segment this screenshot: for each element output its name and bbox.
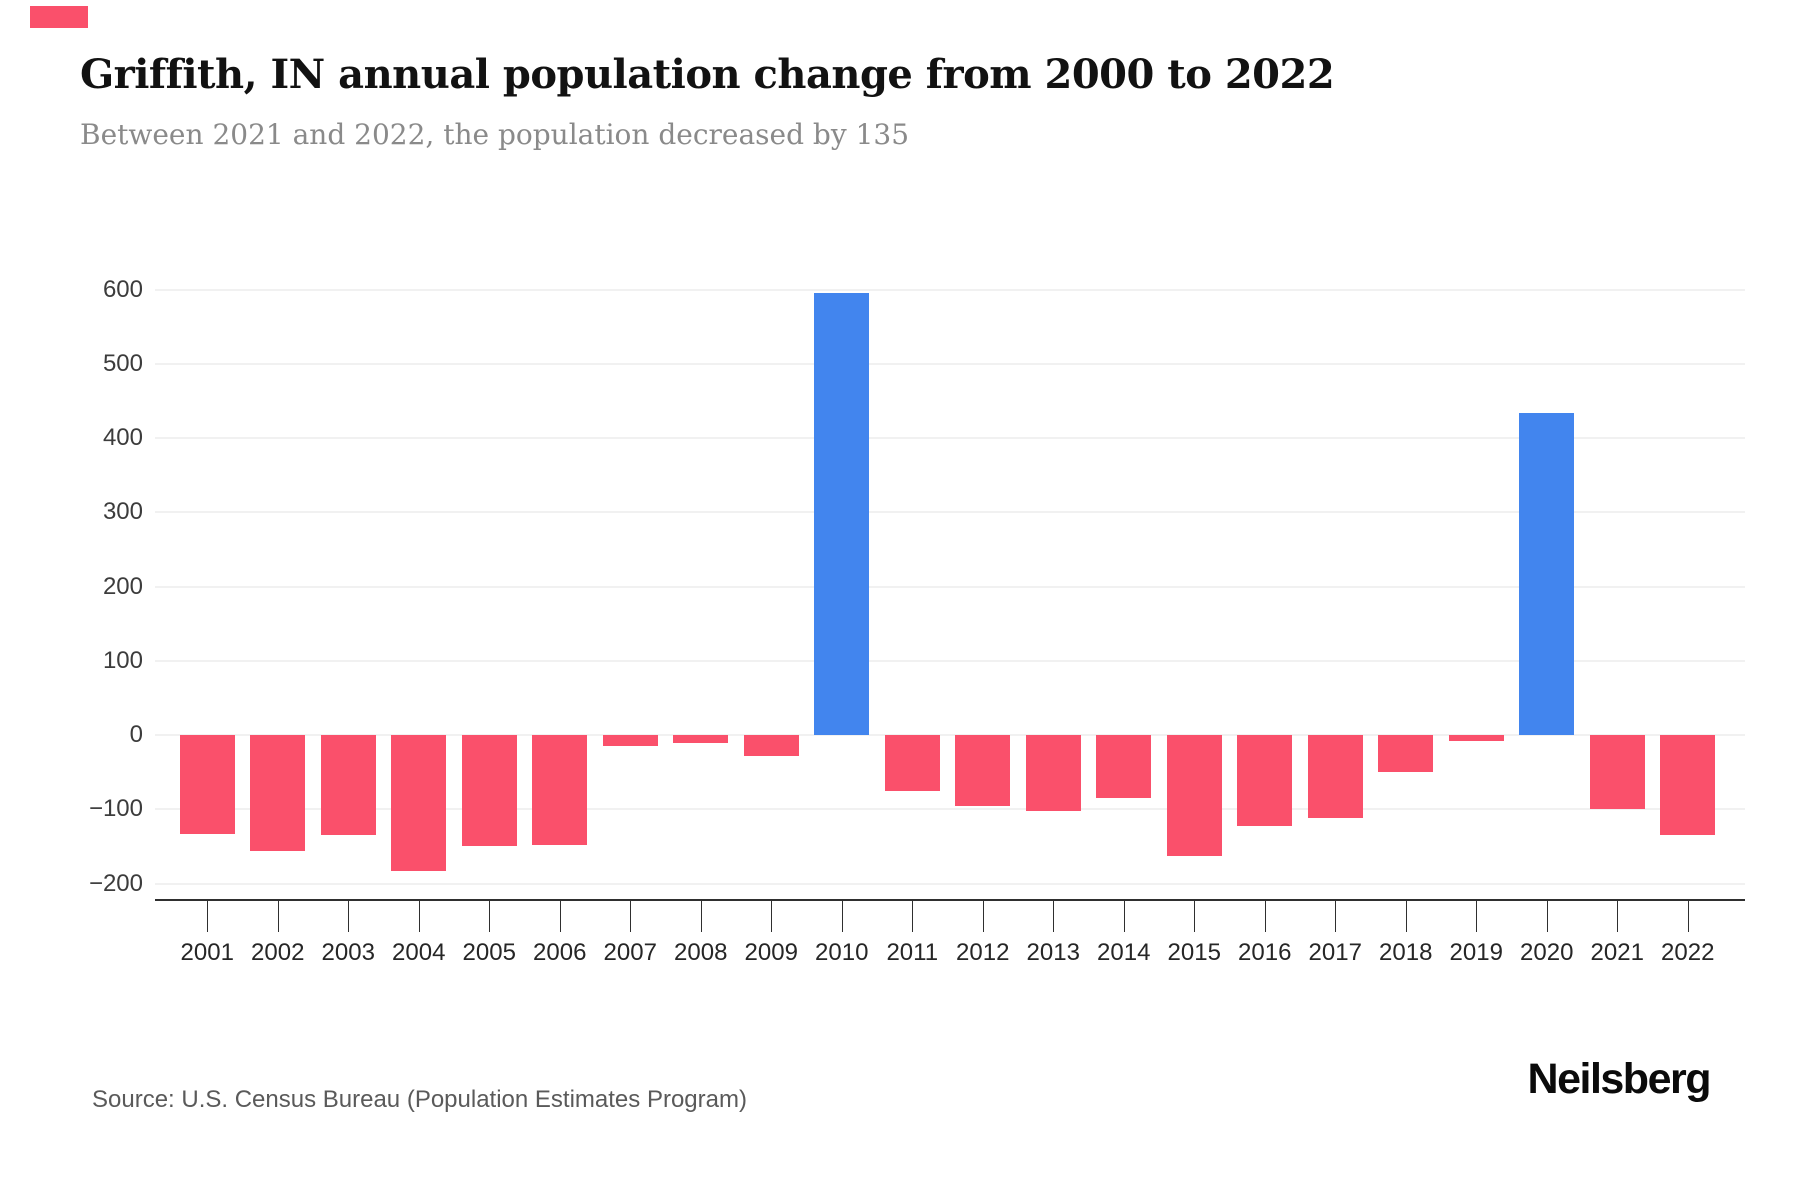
x-tick-label-2015: 2015 [1167,939,1221,966]
bar-2001[interactable] [179,735,235,834]
bar-2010[interactable] [814,293,870,735]
bar-2012[interactable] [955,735,1011,806]
x-axis-tick [1687,901,1689,932]
x-axis-tick [1335,901,1337,932]
x-axis-tick [1617,901,1619,932]
x-tick-label-2016: 2016 [1238,939,1292,966]
x-tick-label-2021: 2021 [1590,939,1644,966]
bar-2018[interactable] [1378,735,1434,773]
bar-2007[interactable] [602,735,658,747]
x-tick-label-2007: 2007 [603,939,657,966]
bar-2009[interactable] [743,735,799,756]
x-axis-tick [207,901,209,932]
x-tick-label-2011: 2011 [886,939,939,966]
chart-subtitle: Between 2021 and 2022, the population de… [80,118,910,151]
x-tick-label-2002: 2002 [251,939,305,966]
x-tick-label-2009: 2009 [744,939,798,966]
y-tick-label: −100 [88,795,143,823]
y-tick-label: −200 [88,869,143,897]
x-axis-line [155,899,1745,901]
x-axis-tick [489,901,491,932]
gridline-0 [155,734,1745,736]
bar-2022[interactable] [1660,735,1716,836]
x-axis-tick [912,901,914,932]
x-axis-tick [630,901,632,932]
x-axis-tick [1546,901,1548,932]
bar-2016[interactable] [1237,735,1293,826]
x-axis-tick [1053,901,1055,932]
x-axis-tick [841,901,843,932]
x-tick-label-2022: 2022 [1661,939,1715,966]
x-tick-label-2008: 2008 [674,939,728,966]
neilsberg-logo: Neilsberg [1527,1055,1712,1103]
x-axis-tick [1194,901,1196,932]
y-tick-label: 300 [102,498,143,526]
x-tick-label-2012: 2012 [956,939,1010,966]
x-tick-label-2001: 2001 [180,939,234,966]
gridline-600 [155,288,1745,291]
x-axis-tick [418,901,420,932]
x-tick-label-2018: 2018 [1379,939,1433,966]
x-axis-tick [982,901,984,932]
bar-2006[interactable] [532,735,588,845]
x-axis-tick [700,901,702,932]
gridline-300 [155,511,1745,514]
source-note: Source: U.S. Census Bureau (Population E… [92,1086,747,1113]
x-axis-tick [771,901,773,932]
x-tick-label-2019: 2019 [1449,939,1503,966]
bar-2014[interactable] [1096,735,1152,799]
x-axis-tick [1476,901,1478,932]
brand-accent-mark [30,6,88,28]
x-tick-label-2013: 2013 [1026,939,1080,966]
gridline--100 [155,808,1745,811]
bar-2011[interactable] [884,735,940,791]
x-axis-tick [348,901,350,932]
x-axis-tick [1123,901,1125,932]
bar-2017[interactable] [1307,735,1363,819]
bar-2015[interactable] [1166,735,1222,857]
gridline-400 [155,437,1745,439]
x-axis-tick [1405,901,1407,932]
gridline-200 [155,585,1745,588]
bar-2019[interactable] [1448,735,1504,741]
x-tick-label-2004: 2004 [392,939,446,966]
y-tick-label: 600 [102,275,143,303]
x-tick-label-2003: 2003 [321,939,375,966]
gridline-500 [155,362,1745,365]
bar-2013[interactable] [1025,735,1081,811]
bar-2008[interactable] [673,735,729,744]
bar-2005[interactable] [461,735,517,847]
x-axis-tick [1264,901,1266,932]
bar-2020[interactable] [1519,413,1575,735]
y-tick-label: 200 [102,572,143,600]
y-tick-label: 0 [129,721,143,748]
bar-2004[interactable] [391,735,447,871]
y-tick-label: 100 [102,646,143,674]
x-tick-label-2006: 2006 [533,939,587,966]
x-tick-label-2014: 2014 [1097,939,1151,966]
y-tick-label: 500 [102,349,143,377]
gridline--200 [155,882,1745,885]
bar-2002[interactable] [250,735,306,851]
y-tick-label: 400 [102,424,143,451]
x-axis-tick [559,901,561,932]
x-axis-tick [277,901,279,932]
chart-title: Griffith, IN annual population change fr… [80,51,1335,98]
bar-2003[interactable] [320,735,376,836]
gridline-100 [155,659,1745,662]
bar-2021[interactable] [1589,735,1645,810]
x-tick-label-2017: 2017 [1308,939,1362,966]
x-tick-label-2005: 2005 [462,939,516,966]
x-tick-label-2020: 2020 [1520,939,1574,966]
x-tick-label-2010: 2010 [815,939,869,966]
